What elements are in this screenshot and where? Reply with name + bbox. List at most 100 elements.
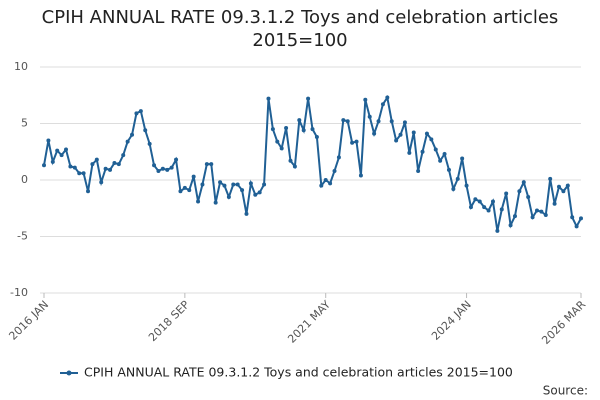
point [530,215,535,220]
point [433,147,438,152]
point [314,135,319,140]
point [354,139,359,144]
point [579,216,583,221]
point [310,127,315,132]
point [160,166,165,171]
point [165,167,170,172]
point [121,153,126,158]
point [279,146,284,151]
point [341,118,346,123]
point [570,215,575,220]
legend-label: CPIH ANNUAL RATE 09.3.1.2 Toys and celeb… [84,365,513,380]
point [512,214,517,219]
point [94,157,99,162]
point [499,207,504,212]
point [130,132,135,137]
point [490,199,495,204]
point [508,223,513,228]
point [495,228,500,233]
point [156,168,161,173]
point [389,119,394,124]
point [526,194,531,199]
point [182,185,187,190]
y-tick-label: -10 [10,286,28,299]
point [319,183,324,188]
point [262,182,267,187]
point [143,128,148,133]
point [68,164,73,169]
y-tick-label: 10 [14,60,28,73]
point [486,208,491,213]
point [328,181,333,186]
point [191,174,196,179]
point [288,158,293,163]
point [332,168,337,173]
point [539,209,544,214]
point [394,138,399,143]
point [455,176,460,181]
point [204,162,209,167]
point [376,119,381,124]
point [200,182,205,187]
point [218,180,223,185]
point [77,171,82,176]
point [416,168,421,173]
point [323,178,328,182]
point [464,183,469,188]
point [240,188,245,193]
x-tick-label: 2018 SEP [146,298,192,344]
point [477,199,482,204]
point [429,137,434,142]
point [112,161,117,166]
point [235,182,240,187]
point [398,132,403,137]
point [116,162,121,167]
point [187,188,192,193]
point [534,208,539,213]
point [55,148,60,153]
point [438,158,443,163]
point [380,102,385,107]
point [231,182,236,187]
point [152,163,157,168]
point [64,147,69,152]
point [266,96,271,101]
point [402,120,407,125]
point [209,162,214,167]
point [50,159,55,164]
point [367,114,372,119]
point [86,189,91,194]
point [468,205,473,210]
point [72,165,77,170]
point [548,176,553,181]
point [517,189,522,194]
point [222,183,227,188]
point [411,130,416,135]
point [42,163,46,168]
point [446,167,451,172]
point [556,184,561,189]
point [460,156,465,161]
point [169,165,174,170]
chart-title: CPIH ANNUAL RATE 09.3.1.2 Toys and celeb… [41,7,559,51]
point [46,138,51,143]
point [292,164,297,169]
point [565,183,570,188]
point [345,119,350,124]
point [284,126,289,131]
point [372,131,377,136]
point [125,139,130,144]
point [301,128,306,133]
x-tick-label: 2016 JAN [6,298,51,343]
y-tick-label: -5 [17,230,28,243]
point [174,157,179,162]
point [574,224,579,229]
point [561,189,566,194]
point [253,192,258,197]
point [147,141,152,146]
x-tick-label: 2026 MAR [539,298,588,347]
point [358,173,363,178]
x-tick-label: 2024 JAN [429,298,474,343]
point [178,189,183,194]
point [59,153,64,158]
